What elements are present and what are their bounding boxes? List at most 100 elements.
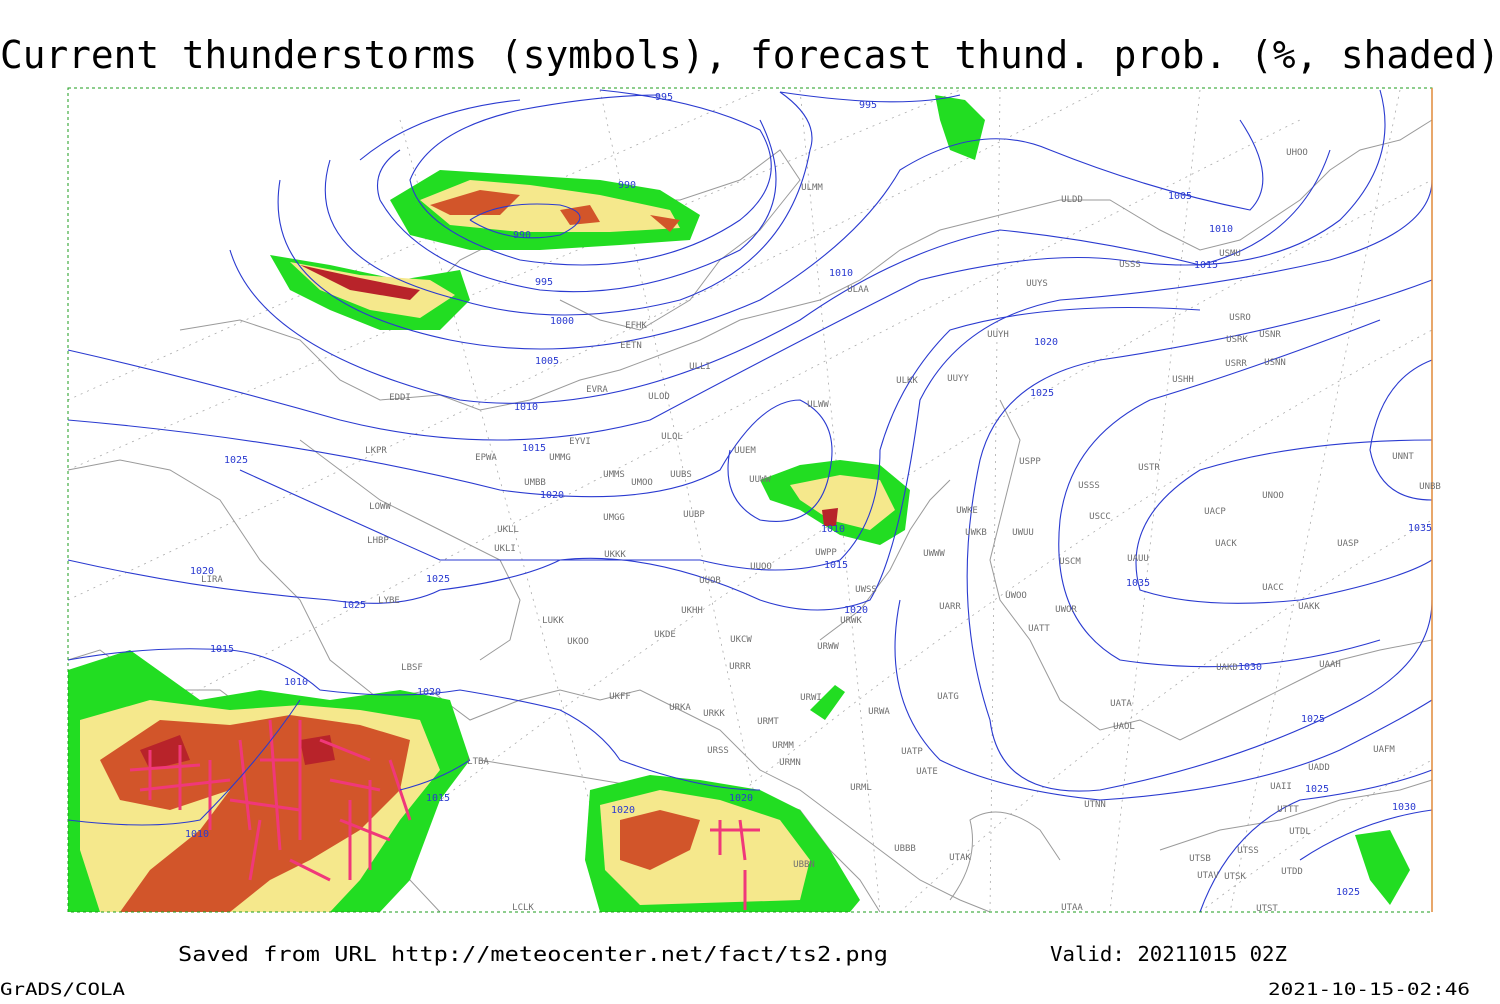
station-label: USRR bbox=[1225, 359, 1247, 369]
station-label: ULKK bbox=[896, 376, 918, 386]
station-label: ULLI bbox=[689, 362, 711, 372]
isobar-label: 1010 bbox=[514, 402, 538, 413]
station-label: URMN bbox=[779, 758, 801, 768]
isobar-label: 1015 bbox=[426, 793, 450, 804]
valid-time: Valid: 20211015 02Z bbox=[1050, 942, 1287, 966]
station-label: LCLK bbox=[512, 903, 534, 913]
station-label: UWKE bbox=[956, 506, 978, 516]
station-label: UMMS bbox=[603, 470, 625, 480]
station-label: UTNN bbox=[1084, 800, 1106, 810]
station-label: UTAV bbox=[1197, 871, 1219, 881]
station-label: USRK bbox=[1226, 335, 1248, 345]
isobar-label: 1025 bbox=[224, 455, 248, 466]
station-label: UWKB bbox=[965, 528, 987, 538]
station-label: UATG bbox=[937, 692, 959, 702]
station-label: EDDI bbox=[389, 393, 411, 403]
title: Current thunderstorms (symbols), forecas… bbox=[0, 33, 1500, 77]
station-label: LUKK bbox=[542, 616, 564, 626]
station-label: UWSS bbox=[855, 585, 877, 595]
station-label: EFHK bbox=[625, 321, 647, 331]
station-label: UATE bbox=[916, 767, 938, 777]
station-label: UUYH bbox=[987, 330, 1009, 340]
station-label: UATA bbox=[1110, 699, 1132, 709]
station-label: URKK bbox=[703, 709, 725, 719]
station-label: USNR bbox=[1259, 330, 1281, 340]
station-label: UUYY bbox=[947, 374, 969, 384]
station-label: URWI bbox=[800, 693, 822, 703]
station-label: UUBP bbox=[683, 510, 705, 520]
isobar-label: 1020 bbox=[1034, 337, 1058, 348]
station-label: UAUU bbox=[1127, 554, 1149, 564]
station-label: URWW bbox=[817, 642, 839, 652]
station-label: UASP bbox=[1337, 539, 1359, 549]
software: GrADS/COLA bbox=[0, 980, 125, 1000]
isobar-label: 1015 bbox=[824, 560, 848, 571]
station-label: LIRA bbox=[201, 575, 223, 585]
station-label: UAII bbox=[1270, 782, 1292, 792]
station-label: URMT bbox=[757, 717, 779, 727]
station-label: UKKK bbox=[604, 550, 626, 560]
isobar-label: 1000 bbox=[550, 316, 574, 327]
isobar-label: 1020 bbox=[417, 687, 441, 698]
station-label: UADD bbox=[1308, 763, 1330, 773]
isobar-label: 1030 bbox=[1392, 802, 1416, 813]
isobar-label: 1010 bbox=[185, 829, 209, 840]
isobar-label: 1035 bbox=[1126, 578, 1150, 589]
station-label: UAFM bbox=[1373, 745, 1395, 755]
station-label: UAKK bbox=[1298, 602, 1320, 612]
isobar-label: 990 bbox=[513, 230, 531, 241]
station-label: UHOO bbox=[1286, 148, 1308, 158]
station-labels: ULMM ULDD UHOO USMU USSS ULAA UUYS UUYH USRO USRK… bbox=[201, 148, 1441, 914]
isobar-label: 1015 bbox=[522, 443, 546, 454]
isobar-label: 1025 bbox=[1301, 714, 1325, 725]
isobar-label: 1035 bbox=[1408, 523, 1432, 534]
station-label: UKLI bbox=[494, 544, 516, 554]
station-label: LTBA bbox=[467, 757, 489, 767]
station-label: UKDE bbox=[654, 630, 676, 640]
isobar-label: 1020 bbox=[729, 793, 753, 804]
station-label: UWUU bbox=[1012, 528, 1034, 538]
isobar-labels: 995 995 990 990 995 1000 1005 1010 1015 1020 1025 1… bbox=[185, 92, 1432, 898]
isobar-label: 1005 bbox=[1168, 191, 1192, 202]
station-label: UBBN bbox=[793, 860, 815, 870]
isobar-label: 1010 bbox=[821, 524, 845, 535]
station-label: UMBB bbox=[524, 478, 546, 488]
station-label: LBSF bbox=[401, 663, 423, 673]
station-label: UUEM bbox=[734, 446, 756, 456]
map-area: 995 995 990 990 995 1000 1005 1010 1015 1020 1025 1… bbox=[67, 87, 1441, 914]
station-label: UARR bbox=[939, 602, 961, 612]
isobar-label: 1020 bbox=[190, 566, 214, 577]
station-label: UTAA bbox=[1061, 903, 1083, 913]
station-label: URSS bbox=[707, 746, 729, 756]
station-label: UMGG bbox=[603, 513, 625, 523]
isobar-label: 1025 bbox=[342, 600, 366, 611]
station-label: EYVI bbox=[569, 437, 591, 447]
station-label: UMOO bbox=[631, 478, 653, 488]
station-label: UTDL bbox=[1289, 827, 1311, 837]
station-label: USTR bbox=[1138, 463, 1160, 473]
station-label: LKPR bbox=[365, 446, 387, 456]
station-label: UWPP bbox=[815, 548, 837, 558]
station-label: USHH bbox=[1172, 375, 1194, 385]
station-label: USSS bbox=[1078, 481, 1100, 491]
station-label: UAAH bbox=[1319, 660, 1341, 670]
station-label: ULMM bbox=[801, 183, 823, 193]
station-label: USRO bbox=[1229, 313, 1251, 323]
station-label: ULWW bbox=[807, 400, 829, 410]
station-label: URMM bbox=[772, 741, 794, 751]
isobar-label: 1015 bbox=[210, 644, 234, 655]
isobar-label: 995 bbox=[655, 92, 673, 103]
isobar-label: 995 bbox=[859, 100, 877, 111]
isobar-label: 1030 bbox=[1238, 662, 1262, 673]
isobar-label: 1010 bbox=[1209, 224, 1233, 235]
station-label: UNNT bbox=[1392, 452, 1414, 462]
isobar-label: 1005 bbox=[535, 356, 559, 367]
station-label: UWWW bbox=[923, 549, 945, 559]
isobar-label: 990 bbox=[618, 180, 636, 191]
station-label: ULDD bbox=[1061, 195, 1083, 205]
source-url: Saved from URL http://meteocenter.net/fa… bbox=[178, 942, 888, 966]
station-label: UUOO bbox=[750, 562, 772, 572]
station-label: UTST bbox=[1256, 904, 1278, 914]
station-label: UACC bbox=[1262, 583, 1284, 593]
